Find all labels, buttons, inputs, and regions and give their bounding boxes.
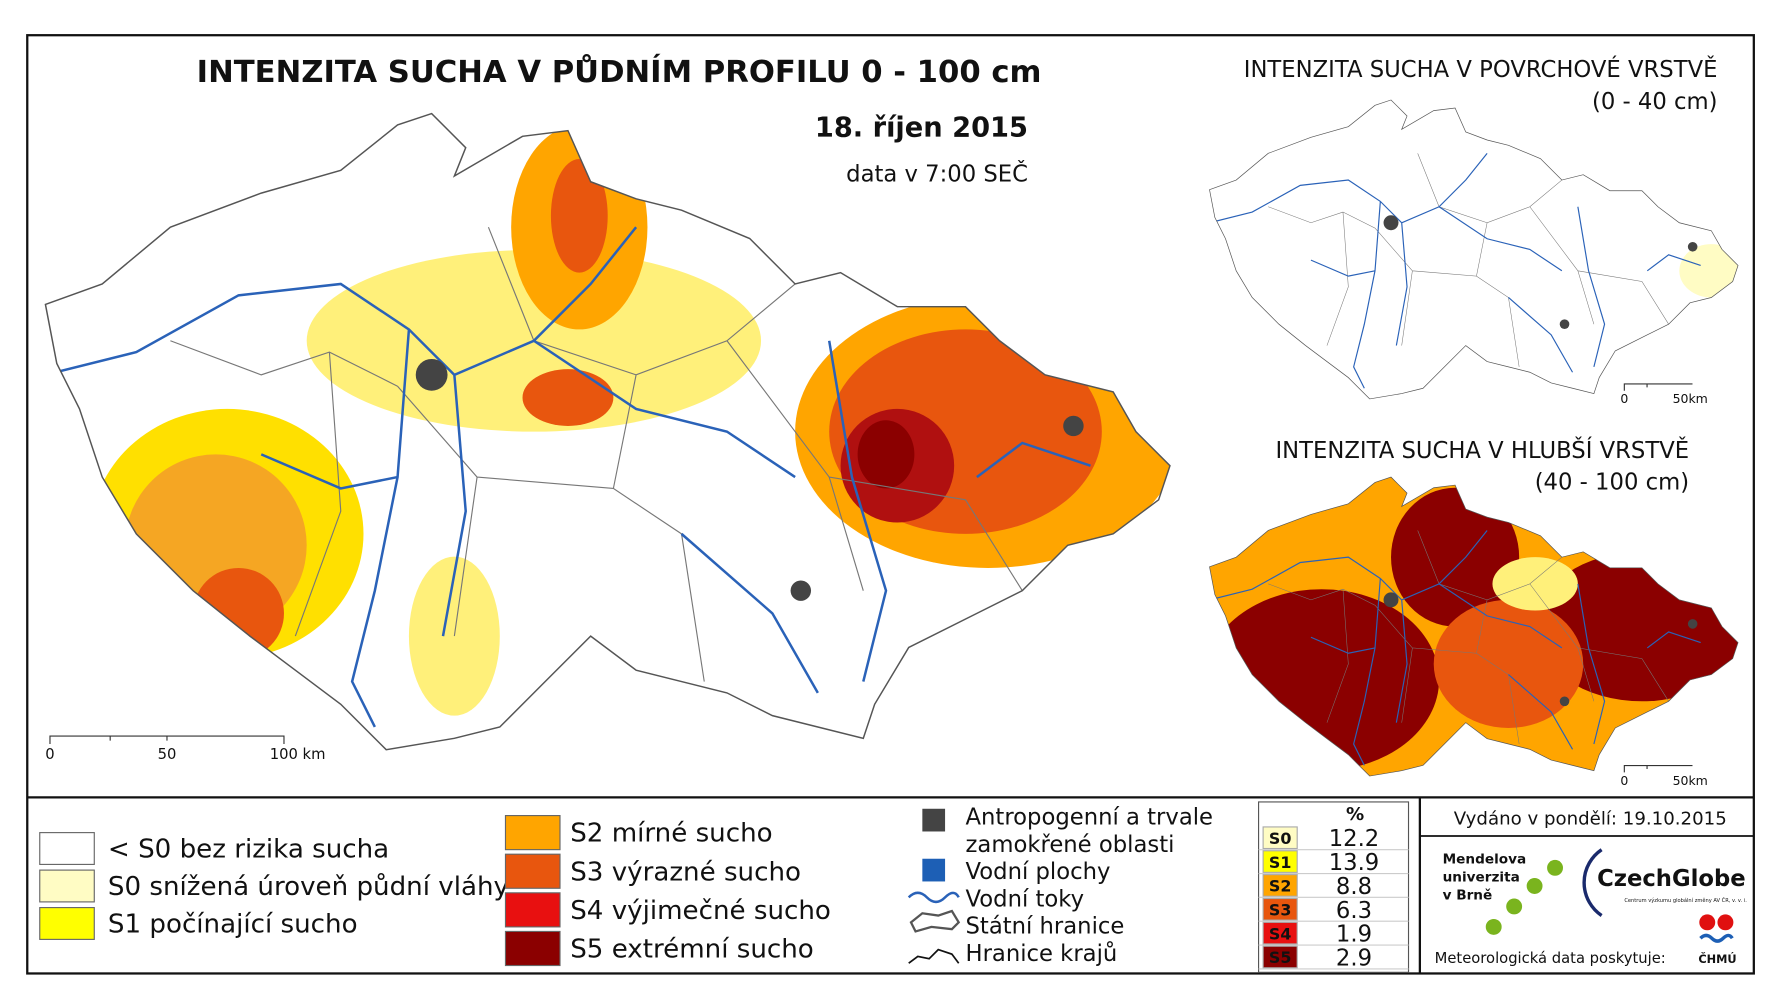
deep-depth: (40 - 100 cm): [1535, 470, 1689, 496]
globe-arc: [1582, 848, 1603, 917]
table-code-cell: [1262, 826, 1298, 850]
scale-bar: [1623, 383, 1693, 391]
symbol-icons: [907, 808, 961, 964]
mendel-dots: [1485, 859, 1563, 935]
main-title: INTENZITA SUCHA V PŮDNÍM PROFILU 0 - 100…: [197, 53, 1042, 90]
table-code: S2: [1269, 877, 1292, 896]
symbol-label: Antropogenní a trvale: [966, 805, 1214, 831]
table-value: 1.9: [1336, 922, 1372, 948]
class-legend: < S0 bez rizika sucha S0 snížená úroveň p…: [39, 815, 831, 967]
table-code: S4: [1269, 924, 1292, 943]
table-value: 2.9: [1336, 946, 1372, 972]
table-code-cell: [1262, 897, 1298, 921]
chmu-logo: [1699, 914, 1734, 943]
legend-label: S5 extrémní sucho: [570, 935, 814, 965]
legend-label: S3 výrazné sucho: [570, 857, 801, 887]
table-code: S1: [1269, 853, 1292, 872]
scale-label: 50km: [1673, 391, 1708, 406]
symbol-label: zamokřené oblasti: [966, 832, 1175, 858]
legend-swatch: [39, 907, 95, 940]
scale-label: 0: [45, 746, 54, 763]
legend-swatch: [504, 815, 561, 851]
chmu-text: ČHMÚ: [1698, 952, 1736, 966]
czechglobe-sub: Centrum výzkumu globální změny AV ČR, v.…: [1624, 897, 1747, 904]
table-value: 8.8: [1336, 874, 1372, 900]
symbol-label: Hranice krajů: [966, 940, 1118, 967]
table-code: S3: [1269, 901, 1292, 920]
table-code: S0: [1269, 829, 1292, 848]
surface-title: INTENZITA SUCHA V POVRCHOVÉ VRSTVĚ: [1244, 55, 1718, 83]
legend-swatch: [39, 832, 95, 865]
scale-label: 0: [1620, 391, 1628, 406]
scale-label: 0: [1620, 773, 1628, 788]
mendel-logo: univerzita: [1443, 869, 1520, 885]
table-value: 6.3: [1336, 898, 1372, 924]
surface-depth: (0 - 40 cm): [1592, 89, 1718, 115]
legend-swatch: [504, 892, 561, 928]
legend-label: S4 výjimečné sucho: [570, 896, 831, 926]
legend-swatch: [504, 930, 561, 967]
scale-label: 50km: [1673, 773, 1708, 788]
table-code: S5: [1269, 948, 1292, 967]
scale-label: 100 km: [270, 746, 326, 763]
issued: Vydáno v pondělí: 19.10.2015: [1454, 809, 1727, 830]
table-header: %: [1346, 804, 1364, 825]
legend-swatch: [39, 869, 95, 903]
symbol-label: Vodní plochy: [966, 859, 1111, 885]
legend-label: S2 mírné sucho: [570, 819, 772, 849]
deep-title: INTENZITA SUCHA V HLUBŠÍ VRSTVĚ: [1275, 436, 1689, 464]
legend-label: S1 počínající sucho: [108, 910, 358, 940]
legend-label: S0 snížená úroveň půdní vláhy: [108, 872, 509, 902]
scale-bar: [1623, 765, 1693, 773]
symbol-label: Vodní toky: [966, 886, 1085, 912]
scale-bar: [49, 735, 285, 745]
table-value: 13.9: [1329, 850, 1380, 876]
legend-swatch: [504, 853, 561, 889]
date: 18. říjen 2015: [815, 112, 1028, 143]
legend-label: < S0 bez rizika sucha: [108, 835, 389, 865]
mendel-logo: v Brně: [1443, 888, 1493, 904]
czechglobe-logo: CzechGlobe: [1597, 866, 1746, 892]
table-code-cell: [1262, 945, 1298, 969]
symbol-label: Státní hranice: [966, 914, 1125, 940]
table-value: 12.2: [1329, 826, 1380, 852]
time: data v 7:00 SEČ: [846, 160, 1028, 188]
mendel-logo: Mendelova: [1443, 851, 1527, 867]
table-code-cell: [1262, 874, 1298, 897]
table-code-cell: [1262, 921, 1298, 945]
provider: Meteorologická data poskytuje:: [1435, 950, 1666, 967]
scale-label: 50: [158, 746, 177, 763]
table-rows: S0 12.2 S1 13.9 S2 8.8 S3 6.3 S4 1.9 S5 2.9: [1258, 826, 1409, 972]
table-code-cell: [1262, 850, 1298, 873]
